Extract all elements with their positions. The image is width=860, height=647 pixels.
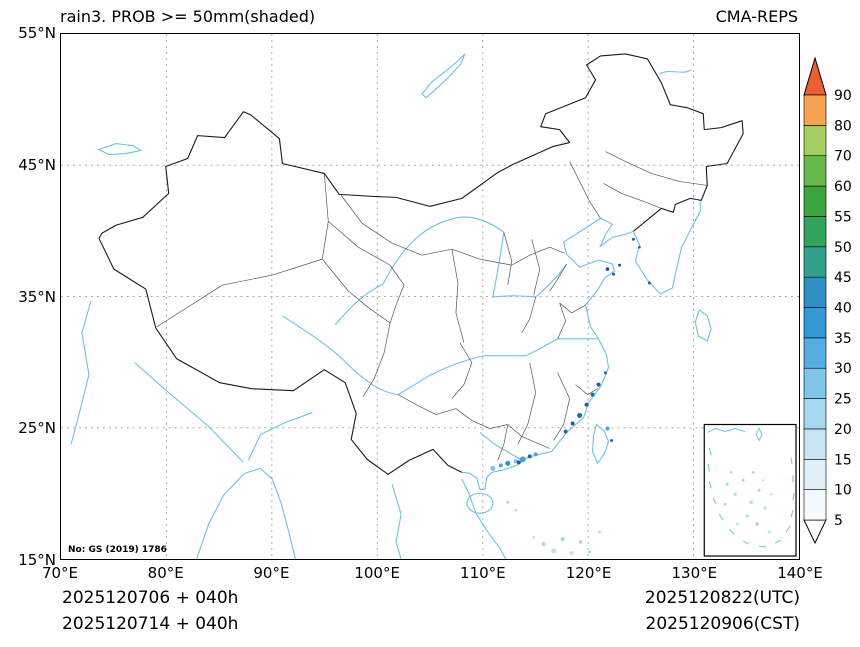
colorbar-segment [803,246,827,278]
footer-left: 2025120706 + 040h 2025120714 + 040h [62,585,238,637]
lat-tick-label: 45°N [18,155,56,174]
colorbar-label: 45 [834,270,852,286]
gridlines [61,34,799,559]
rivers [282,216,598,460]
colorbar-segment [803,489,827,521]
colorbar-label: 80 [834,118,852,134]
footer-right: 2025120822(UTC) 2025120906(CST) [645,585,800,637]
title-row: rain3. PROB >= 50mm(shaded) CMA-REPS [60,7,798,26]
lat-tick-label: 35°N [18,287,56,306]
colorbar-over-arrow [803,56,827,96]
lon-tick-label: 110°E [460,564,506,582]
colorbar-segment [803,307,827,339]
license-watermark: No: GS (2019) 1786 [68,545,167,555]
lat-tick-label: 55°N [18,24,56,42]
lon-tick-label: 90°E [253,564,290,582]
colorbar-segment [803,94,827,126]
map-title: rain3. PROB >= 50mm(shaded) [60,7,316,26]
valid-time-cst: 2025120906(CST) [645,614,800,634]
colorbar-segment [803,337,827,369]
colorbar-segment [803,428,827,460]
inset-shading [723,471,773,534]
colorbar-label: 25 [834,392,852,408]
valid-time-utc: 2025120822(UTC) [644,588,800,608]
lon-tick-label: 70°E [41,564,79,582]
colorbar-label: 35 [834,331,852,347]
lon-tick-label: 100°E [354,564,400,582]
colorbar-segment [803,216,827,248]
province-boundaries [156,151,708,461]
colorbar-label: 70 [834,149,852,165]
lat-tick-label: 15°N [18,551,56,569]
probability-shading [490,237,651,556]
colorbar-segment [803,367,827,399]
init-time-line2: 2025120714 + 040h [62,614,239,634]
colorbar-label: 5 [834,513,843,529]
lon-tick-label: 120°E [565,564,612,582]
colorbar-label: 15 [834,452,852,468]
foreign-water-features [70,53,712,559]
lon-tick-label: 140°E [777,564,823,582]
colorbar-label: 55 [834,209,852,225]
national-border [98,53,744,475]
init-time-line1: 2025120706 + 040h [62,588,239,608]
colorbar-segment [803,398,827,430]
china-map-plot [61,34,799,559]
colorbar-segment [803,276,827,308]
colorbar-label: 60 [834,179,852,195]
colorbar-segment [803,185,827,217]
china-coastline-and-islands [461,217,634,514]
colorbar-label: 10 [834,483,852,499]
colorbar: 5 10 15 20 25 30 35 40 45 50 55 60 70 80 90 [803,56,852,545]
map-area: No: GS (2019) 1786 [60,33,800,560]
model-name: CMA-REPS [715,7,798,26]
colorbar-label: 30 [834,361,852,377]
colorbar-segment [803,125,827,157]
colorbar-label: 20 [834,422,852,438]
lon-tick-label: 130°E [671,564,718,582]
south-china-sea-inset [703,423,797,557]
colorbar-label: 90 [834,88,852,104]
colorbar-label: 40 [834,301,852,317]
colorbar-segment [803,458,827,490]
lon-tick-label: 80°E [147,564,184,582]
lat-tick-label: 25°N [18,419,56,438]
colorbar-label: 50 [834,240,852,256]
colorbar-segment [803,155,827,187]
colorbar-under-arrow [803,519,827,545]
